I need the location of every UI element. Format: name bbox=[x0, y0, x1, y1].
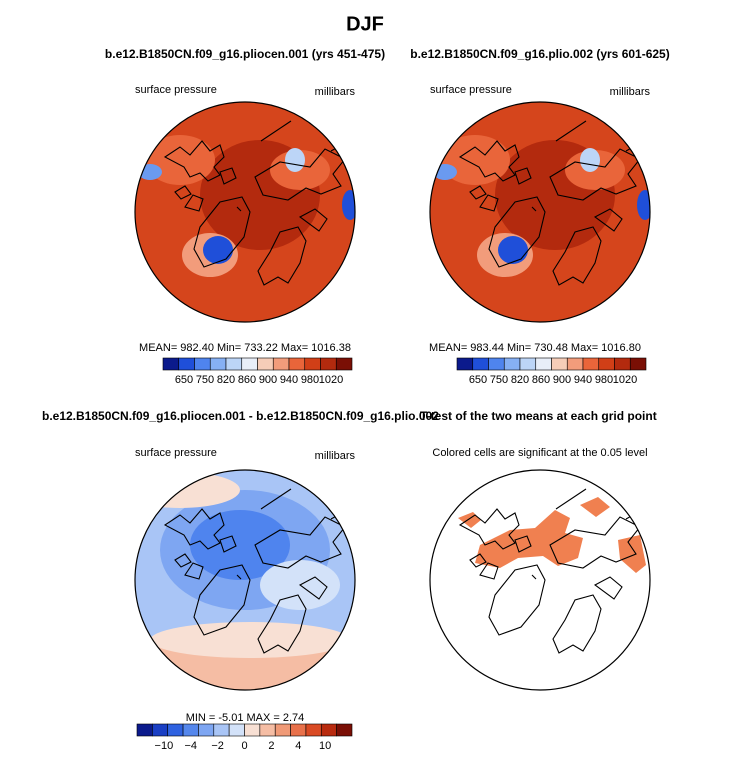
panel-right-label: millibars bbox=[315, 86, 356, 98]
colorbar-box bbox=[304, 357, 321, 371]
colorbar-label: 900 bbox=[259, 374, 277, 386]
colorbar-box bbox=[178, 357, 195, 371]
colorbar-box bbox=[228, 723, 245, 737]
colorbar-label: 860 bbox=[532, 374, 550, 386]
panel-right-label: millibars bbox=[315, 450, 356, 462]
panel-title: b.e12.B1850CN.f09_g16.pliocen.001 - b.e1… bbox=[42, 409, 439, 423]
colorbar-label: 980 bbox=[595, 374, 613, 386]
colorbar-box bbox=[503, 357, 521, 371]
colorbar-label: 750 bbox=[490, 374, 508, 386]
colorbar-label: 940 bbox=[574, 374, 592, 386]
colorbar-box bbox=[320, 723, 337, 737]
colorbar-box bbox=[152, 723, 169, 737]
panel-right-label: millibars bbox=[610, 86, 651, 98]
colorbar-label: 820 bbox=[217, 374, 235, 386]
map bbox=[458, 488, 649, 654]
colorbar-box bbox=[194, 357, 211, 371]
colorbar-box bbox=[551, 357, 568, 371]
colorbar-box bbox=[225, 357, 243, 371]
colorbar-box bbox=[272, 357, 290, 371]
colorbar-box bbox=[629, 357, 647, 371]
colorbar-label: 650 bbox=[175, 374, 193, 386]
colorbar-label: 750 bbox=[196, 374, 214, 386]
colorbar-label: 650 bbox=[469, 374, 487, 386]
colorbar-box bbox=[209, 357, 227, 371]
colorbar-label: 900 bbox=[553, 374, 571, 386]
colorbar-box bbox=[320, 357, 337, 371]
colorbar-label: −4 bbox=[184, 740, 197, 752]
panel-left-label: surface pressure bbox=[135, 84, 217, 96]
map bbox=[430, 102, 650, 322]
colorbar-label: 1020 bbox=[319, 374, 343, 386]
colorbar-box bbox=[182, 723, 199, 737]
panel-title: T-test of the two means at each grid poi… bbox=[420, 409, 657, 423]
map bbox=[135, 102, 355, 322]
colorbar-label: 0 bbox=[241, 740, 247, 752]
colorbar-box bbox=[241, 357, 258, 371]
colorbar-label: 1020 bbox=[613, 374, 637, 386]
colorbar-box bbox=[336, 723, 353, 737]
colorbar-box bbox=[213, 723, 230, 737]
colorbar-box bbox=[198, 723, 215, 737]
colorbar-box bbox=[257, 357, 274, 371]
stats: MEAN= 982.40 Min= 733.22 Max= 1016.38 bbox=[139, 342, 351, 354]
colorbar-box bbox=[167, 723, 184, 737]
colorbar-box bbox=[472, 357, 489, 371]
colorbar-label: 820 bbox=[511, 374, 529, 386]
panel-title: b.e12.B1850CN.f09_g16.pliocen.001 (yrs 4… bbox=[105, 47, 385, 61]
colorbar-box bbox=[244, 723, 261, 737]
colorbar-box bbox=[136, 723, 153, 737]
panel-left-label: Colored cells are significant at the 0.0… bbox=[432, 447, 647, 459]
colorbar-box bbox=[162, 357, 180, 371]
colorbar-box bbox=[335, 357, 353, 371]
stats: MEAN= 983.44 Min= 730.48 Max= 1016.80 bbox=[429, 342, 641, 354]
colorbar-box bbox=[456, 357, 474, 371]
colorbar-label: 980 bbox=[301, 374, 319, 386]
colorbar-box bbox=[274, 723, 291, 737]
colorbar-label: 940 bbox=[280, 374, 298, 386]
colorbar-box bbox=[288, 357, 306, 371]
colorbar-box bbox=[582, 357, 600, 371]
colorbar-label: −2 bbox=[211, 740, 224, 752]
colorbar-label: 860 bbox=[238, 374, 256, 386]
figure-title: DJF bbox=[346, 13, 384, 35]
panel-left-label: surface pressure bbox=[430, 84, 512, 96]
colorbar-box bbox=[566, 357, 584, 371]
colorbar-label: 2 bbox=[268, 740, 274, 752]
panel-title: b.e12.B1850CN.f09_g16.plio.002 (yrs 601-… bbox=[410, 47, 669, 61]
colorbar-box bbox=[488, 357, 505, 371]
map bbox=[135, 470, 355, 690]
colorbar-box bbox=[259, 723, 276, 737]
colorbar-label: 10 bbox=[319, 740, 331, 752]
colorbar-box bbox=[290, 723, 307, 737]
panel-left-label: surface pressure bbox=[135, 447, 217, 459]
colorbar-label: −10 bbox=[155, 740, 174, 752]
colorbar-box bbox=[535, 357, 552, 371]
stats: MIN = -5.01 MAX = 2.74 bbox=[186, 712, 305, 724]
colorbar-box bbox=[614, 357, 631, 371]
colorbar-box bbox=[305, 723, 322, 737]
colorbar-box bbox=[519, 357, 537, 371]
colorbar-box bbox=[598, 357, 615, 371]
colorbar-label: 4 bbox=[295, 740, 301, 752]
